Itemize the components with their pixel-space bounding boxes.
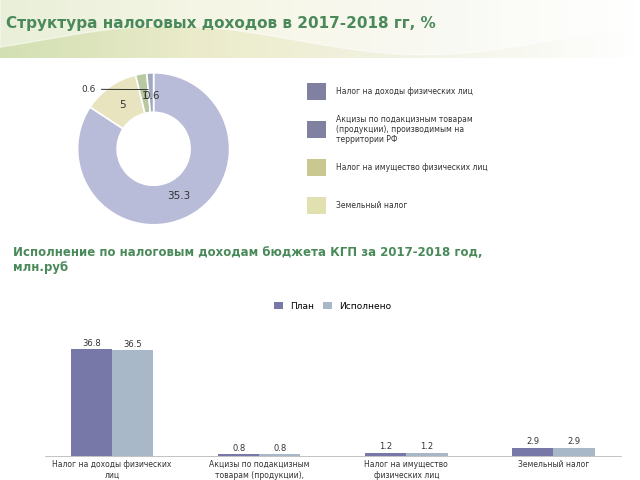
- Text: 1.2: 1.2: [420, 443, 433, 451]
- Text: Акцизы по подакцизным товарам
(продукции), производимым на
территории РФ: Акцизы по подакцизным товарам (продукции…: [336, 115, 473, 144]
- Text: 36.5: 36.5: [124, 340, 142, 349]
- FancyBboxPatch shape: [307, 159, 326, 176]
- FancyBboxPatch shape: [307, 83, 326, 100]
- Text: 1: 1: [141, 91, 148, 101]
- Text: Земельный налог: Земельный налог: [336, 201, 408, 210]
- Text: 0.6: 0.6: [81, 85, 148, 94]
- Wedge shape: [136, 73, 150, 113]
- Text: Налог на имущество физических лиц: Налог на имущество физических лиц: [336, 163, 488, 172]
- Wedge shape: [90, 75, 145, 129]
- Text: Исполнение по налоговым доходам бюджета КГП за 2017-2018 год,
млн.руб: Исполнение по налоговым доходам бюджета …: [13, 246, 483, 274]
- Wedge shape: [147, 73, 154, 112]
- Bar: [554, 447, 595, 456]
- Bar: [406, 453, 447, 456]
- Bar: [365, 453, 406, 456]
- Bar: [71, 349, 112, 456]
- Wedge shape: [77, 73, 230, 225]
- Text: Структура налоговых доходов в 2017-2018 гг, %: Структура налоговых доходов в 2017-2018 …: [6, 15, 436, 31]
- Text: 0.8: 0.8: [273, 444, 287, 453]
- Bar: [218, 454, 259, 456]
- Text: 2.9: 2.9: [568, 437, 580, 446]
- Bar: [512, 447, 554, 456]
- Legend: План, Исполнено: План, Исполнено: [270, 298, 396, 314]
- Text: 0.8: 0.8: [232, 444, 245, 453]
- Text: 1.2: 1.2: [379, 443, 392, 451]
- Text: 35.3: 35.3: [167, 191, 191, 201]
- Bar: [112, 350, 154, 456]
- Bar: [259, 454, 300, 456]
- Text: 0.6: 0.6: [143, 91, 159, 101]
- FancyBboxPatch shape: [307, 121, 326, 138]
- Text: 2.9: 2.9: [526, 437, 540, 446]
- FancyBboxPatch shape: [307, 197, 326, 214]
- Text: 5: 5: [120, 100, 126, 110]
- Text: Налог на доходы физических лиц: Налог на доходы физических лиц: [336, 87, 473, 96]
- Text: 36.8: 36.8: [82, 339, 101, 348]
